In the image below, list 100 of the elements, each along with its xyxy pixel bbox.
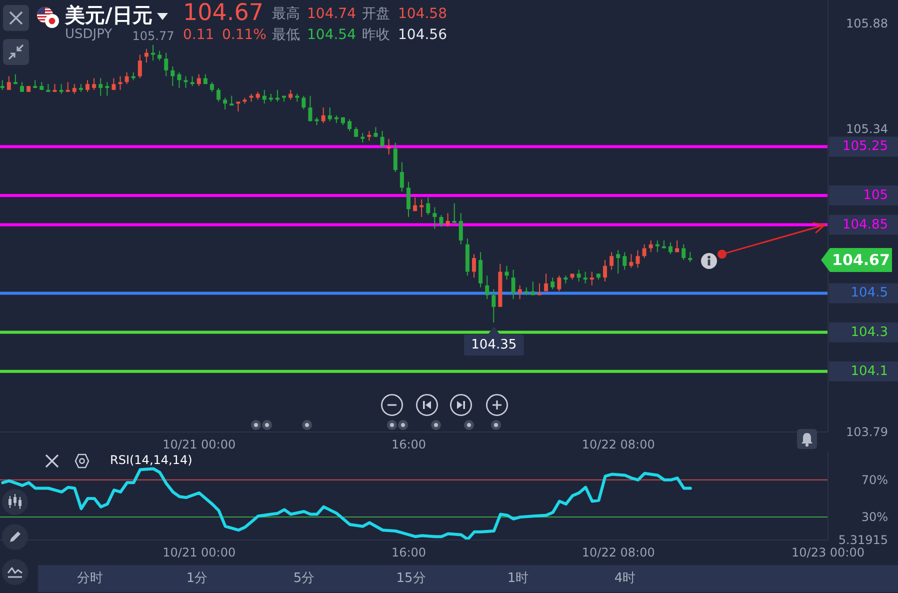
candlestick [472,254,476,278]
annotation: 104.35 [471,338,517,353]
candlestick [452,202,456,224]
candlestick [492,288,496,324]
candlestick [648,240,653,253]
candlestick [636,250,640,268]
x-tick-label: 10/22 08:00 [582,438,655,452]
candlestick [420,198,424,218]
candlestick [196,74,201,87]
ref-line-label: 104.1 [850,364,888,379]
candlestick [446,212,450,228]
candlestick [72,84,76,94]
candlestick [485,275,490,300]
candlestick [380,130,384,148]
ref-line-label: 105 [863,188,888,203]
candlestick [124,72,129,85]
y-tick-label: 70% [861,472,888,487]
candlestick [610,252,614,270]
candlestick [138,54,142,79]
ref-line-label: 104.3 [850,324,888,340]
candlestick [6,76,11,90]
x-tick-label: 10/23 00:00 [792,546,864,560]
chart-title: RSI(14,14,14) [110,453,192,467]
candlestick [98,78,103,96]
annotation: 104.74 [307,6,356,22]
candlestick [302,95,306,110]
annotation: 开盘 [362,6,390,22]
candlestick [406,181,410,218]
candlestick [432,206,437,230]
candlestick [112,78,116,90]
candlestick [177,72,182,88]
candlestick [190,76,194,87]
candlestick [642,244,646,259]
candlestick [603,259,608,282]
candlestick [478,252,483,288]
candlestick [66,82,70,92]
y-tick-label: 105.34 [846,122,888,136]
candlestick [158,50,162,62]
candlestick [275,89,280,102]
candlestick [511,269,516,300]
candlestick [164,52,168,77]
annotation: 0.11 [183,27,214,43]
candlestick [184,76,188,88]
candlestick [59,84,64,94]
ref-line-label: 104.85 [842,217,888,232]
text: 104.67 [832,250,890,269]
candlestick [616,250,620,274]
x-tick-label: 10/21 00:00 [162,546,236,560]
candlestick [386,138,391,155]
candlestick [439,214,444,228]
candlestick [236,101,240,112]
candlestick [629,254,634,268]
candlestick [210,82,214,92]
candlestick [308,95,312,122]
candlestick [0,80,4,90]
annotation: 最低 [272,27,300,43]
annotation: 最高 [272,6,300,22]
y-tick-label: 30% [861,510,888,524]
candlestick [216,87,221,102]
ref-line-label: 104.5 [850,286,888,301]
text: USDJPY [65,27,112,42]
x-tick-label: 16:00 [391,438,426,452]
candlestick [92,78,96,90]
annotation: 104.67 [183,0,264,26]
x-tick-label: 10/22 08:00 [582,546,655,560]
candlestick [557,275,562,292]
x-tick-label: 10/21 00:00 [162,438,236,452]
annotation: 104.56 [398,27,447,43]
candlestick [668,242,673,255]
candlestick [321,107,326,124]
ref-line-label: 105.25 [842,139,888,154]
candlestick [655,240,660,253]
candlestick [688,252,692,262]
candlestick [118,76,122,90]
y-tick-label: 105.88 [846,16,888,30]
candlestick [20,82,24,92]
candlestick [458,212,463,245]
y-tick-label: 5.31915 [838,533,888,547]
candlestick [360,132,365,144]
annotation: 105.77 [132,28,174,43]
candlestick [504,265,509,280]
candlestick [367,130,372,142]
candlestick [393,142,398,173]
chart-title: 美元/日元 [65,3,152,27]
candlestick [170,66,175,87]
candlestick [86,80,90,92]
annotation: 104.58 [398,6,447,22]
candlestick [544,273,548,292]
candlestick [223,97,228,110]
annotation: 104.54 [307,27,356,43]
candlestick [105,82,110,96]
candlestick [426,196,430,216]
candlestick [576,269,581,282]
y-tick-label: 103.79 [846,425,888,439]
candlestick [354,126,358,138]
candlestick [590,271,594,286]
annotation: 昨收 [362,27,390,43]
candlestick [400,162,404,192]
candlestick [550,277,555,290]
tab-bar: 分时 1分 5分 15分 1时 4时 [38,565,898,592]
